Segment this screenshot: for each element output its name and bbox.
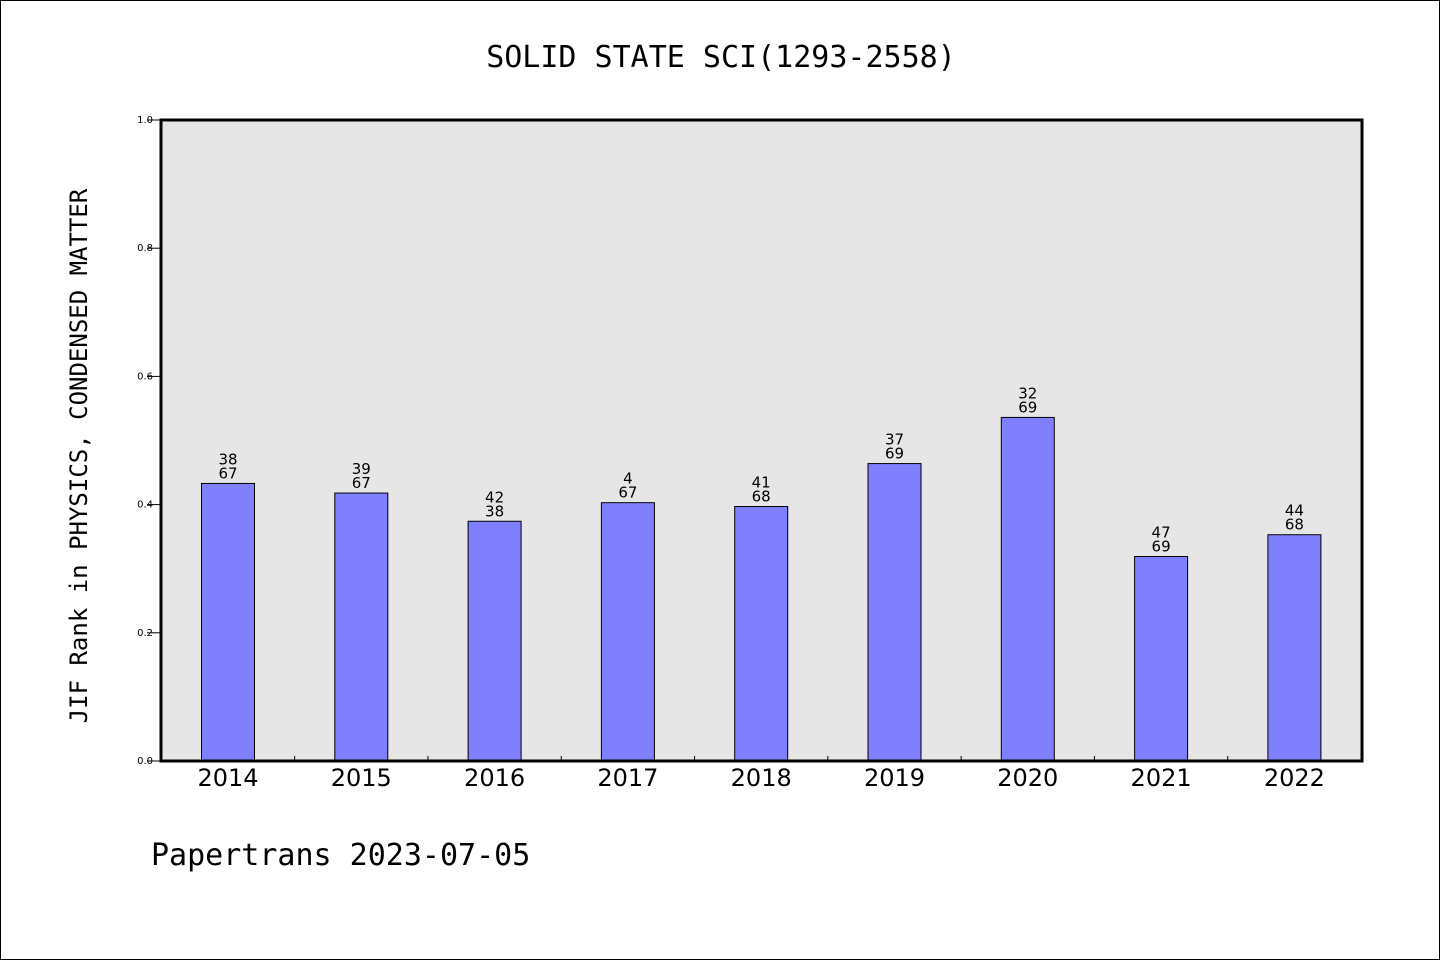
- bar-label-top: 47: [1152, 524, 1171, 542]
- bar-label-top: 42: [485, 488, 504, 506]
- bar-label-top: 41: [752, 474, 771, 492]
- bar-label-top: 39: [352, 460, 371, 478]
- y-tick-label: 0.2: [137, 628, 153, 639]
- bar-label-top: 38: [218, 450, 237, 468]
- y-tick-label: 0.6: [137, 371, 153, 382]
- x-tick-label: 2021: [1131, 764, 1192, 792]
- bar-label-top: 44: [1285, 502, 1304, 520]
- chart-title: SOLID STATE SCI(1293-2558): [486, 40, 956, 75]
- bar: [734, 506, 789, 762]
- bar-label-bottom: 68: [752, 488, 771, 506]
- x-tick-label: 2019: [864, 764, 925, 792]
- x-axis-ticks: 2014 2015 2016 2017 2018 2019 2020 2021 2022: [197, 756, 1325, 792]
- bar: [1267, 534, 1322, 762]
- y-tick-label: 0.8: [137, 243, 153, 254]
- bar-label-bottom: 67: [618, 484, 637, 502]
- footer-credit: Papertrans 2023-07-05: [151, 838, 530, 873]
- bar-label-bottom: 69: [1018, 398, 1037, 416]
- bar-label-top: 32: [1018, 384, 1037, 402]
- bar-label-bottom: 68: [1285, 516, 1304, 534]
- plot-border: [159, 118, 1364, 763]
- y-tick-label: 0.0: [137, 756, 153, 767]
- bar-label-top: 4: [623, 470, 633, 488]
- x-tick-label: 2018: [731, 764, 792, 792]
- x-tick-label: 2022: [1264, 764, 1325, 792]
- bar-label-bottom: 38: [485, 502, 504, 520]
- y-axis-label: JIF Rank in PHYSICS, CONDENSED MATTER: [65, 188, 93, 723]
- bar: [1000, 416, 1055, 762]
- bar-label-bottom: 69: [885, 445, 904, 463]
- bar-label-bottom: 69: [1152, 538, 1171, 556]
- x-tick-label: 2017: [597, 764, 658, 792]
- y-tick-label: 1.0: [137, 115, 153, 126]
- bars: [201, 416, 1322, 762]
- bar: [201, 482, 255, 762]
- bar-label-top: 37: [885, 431, 904, 449]
- x-tick-label: 2015: [331, 764, 392, 792]
- bar-label-bottom: 67: [218, 464, 237, 482]
- bar: [1134, 556, 1189, 762]
- bar: [600, 502, 655, 762]
- x-tick-label: 2014: [197, 764, 258, 792]
- x-tick-label: 2016: [464, 764, 525, 792]
- bar: [467, 520, 522, 762]
- bar-label-bottom: 67: [352, 474, 371, 492]
- bar: [334, 492, 389, 762]
- bar: [867, 463, 922, 762]
- y-tick-label: 0.4: [137, 500, 153, 511]
- y-axis-ticks: 0.0 0.2 0.4 0.6 0.8 1.0: [137, 115, 161, 767]
- x-tick-label: 2020: [997, 764, 1058, 792]
